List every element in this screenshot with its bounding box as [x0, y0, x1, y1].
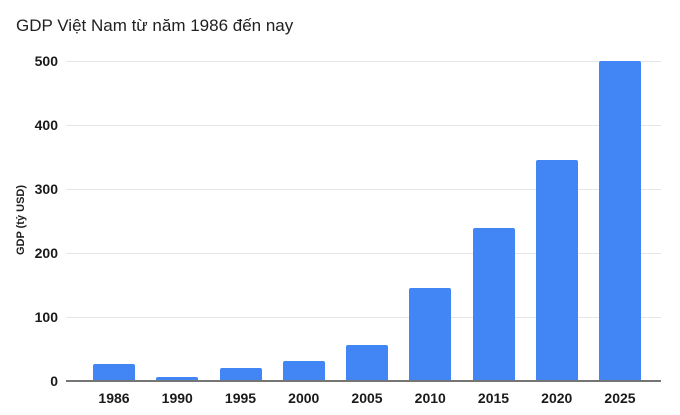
gridline-400: [66, 125, 661, 126]
chart-title: GDP Việt Nam từ năm 1986 đến nay: [16, 16, 294, 35]
x-tick-label-2010: 2010: [414, 390, 446, 406]
bar-1995[interactable]: [219, 368, 262, 381]
bar-2020[interactable]: [535, 160, 578, 381]
x-axis-line: [66, 380, 661, 382]
x-tick-label-1990: 1990: [161, 390, 193, 406]
x-tick-label-2025: 2025: [604, 390, 636, 406]
y-tick-label-500: 500: [34, 53, 58, 69]
gridline-100: [66, 317, 661, 318]
x-tick-label-2005: 2005: [351, 390, 383, 406]
y-tick-label-100: 100: [34, 309, 58, 325]
bar-2005[interactable]: [346, 345, 388, 381]
x-tick-label-1995: 1995: [224, 390, 257, 406]
bar-2025[interactable]: [599, 61, 641, 381]
y-tick-label-0: 0: [50, 373, 58, 389]
gridline-300: [66, 189, 661, 190]
bar-2010[interactable]: [409, 288, 452, 381]
bar-1990[interactable]: [156, 377, 199, 381]
plot-area: [66, 55, 661, 382]
bar-2015[interactable]: [472, 228, 515, 381]
y-tick-label-400: 400: [34, 117, 58, 133]
gridline-200: [66, 253, 661, 254]
gridline-500: [66, 61, 661, 62]
y-tick-label-300: 300: [34, 181, 58, 197]
bar-1986[interactable]: [93, 364, 135, 381]
bar-2000[interactable]: [282, 361, 325, 381]
x-tick-label-2015: 2015: [477, 390, 510, 406]
x-tick-label-2020: 2020: [541, 390, 573, 406]
y-tick-label-200: 200: [34, 245, 58, 261]
x-tick-label-2000: 2000: [288, 390, 320, 406]
x-tick-label-1986: 1986: [98, 390, 130, 406]
